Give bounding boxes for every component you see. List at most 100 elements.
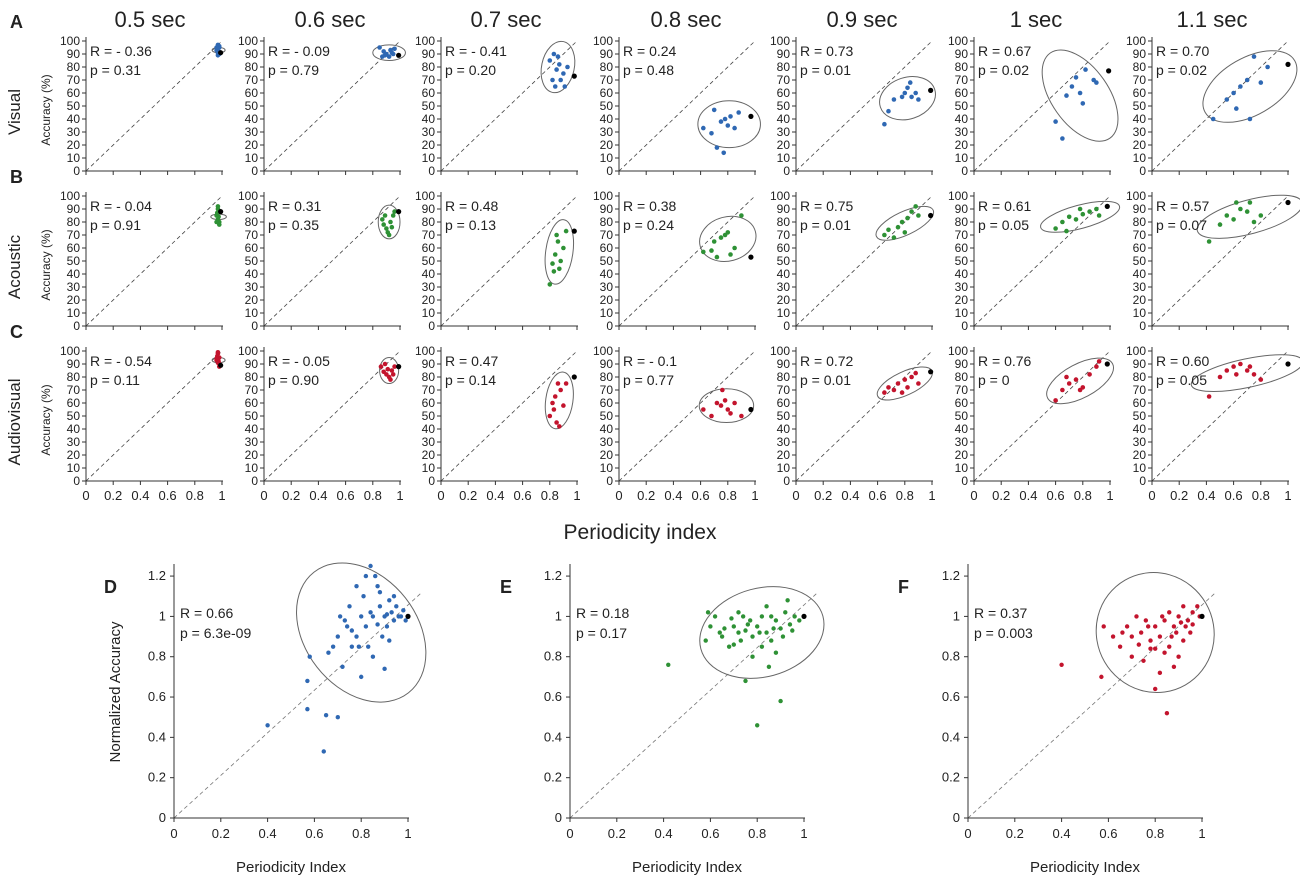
data-point [335, 634, 340, 639]
x-tick-label: 0.8 [719, 488, 737, 503]
y-tick-label: 30 [245, 125, 259, 139]
y-tick-label: 40 [422, 112, 436, 126]
data-point [1231, 90, 1236, 96]
data-point [354, 634, 359, 639]
y-tick-label: 40 [955, 112, 969, 126]
data-point [1247, 364, 1253, 369]
y-tick-label: 60 [1133, 241, 1147, 255]
y-tick-label: 0 [73, 319, 80, 333]
data-point [214, 45, 219, 50]
y-tick-label: 20 [777, 448, 791, 462]
y-tick-label: 0.2 [148, 770, 166, 785]
confidence-ellipse [697, 100, 761, 149]
confidence-ellipse [296, 562, 427, 703]
data-point [547, 282, 553, 287]
data-point [1234, 372, 1239, 377]
y-tick-label: 20 [245, 448, 259, 462]
y-tick-label: 40 [777, 112, 791, 126]
data-point [1148, 638, 1153, 643]
y-tick-label: 80 [600, 215, 614, 229]
data-point [891, 235, 897, 240]
data-point [385, 366, 391, 372]
data-point [305, 678, 310, 684]
y-tick-label: 50 [955, 409, 969, 423]
x-tick-label: 1 [396, 488, 403, 503]
data-point [391, 594, 397, 599]
data-point [563, 228, 569, 234]
data-point [722, 116, 728, 122]
y-tick-label: 40 [245, 422, 259, 436]
data-point [1117, 644, 1123, 649]
data-point [214, 356, 219, 362]
data-point [565, 64, 570, 70]
data-point [1069, 84, 1075, 89]
x-tick-label: 0.6 [1099, 826, 1117, 841]
data-point [380, 217, 385, 222]
data-point [326, 650, 331, 655]
y-tick-label: 90 [1133, 47, 1147, 61]
stat-p: p = 0.24 [623, 217, 674, 233]
data-point [1217, 374, 1223, 380]
data-point [347, 604, 352, 609]
y-tick-label: 80 [67, 60, 81, 74]
y-tick-label: 20 [955, 293, 969, 307]
data-point [557, 424, 562, 429]
data-point [387, 598, 392, 603]
data-point [1080, 101, 1086, 106]
x-tick-label: 0.2 [608, 826, 626, 841]
reference-line [618, 195, 756, 327]
data-point [1174, 630, 1179, 635]
y-tick-label: 10 [1133, 306, 1147, 320]
data-point [1162, 650, 1167, 655]
data-point [886, 385, 891, 390]
x-tick-label: 0.4 [841, 488, 859, 503]
data-point [366, 644, 371, 649]
x-tick-label: 0.4 [259, 826, 277, 841]
y-tick-label: 30 [67, 435, 81, 449]
data-point [905, 385, 910, 390]
data-point [1258, 80, 1264, 85]
x-tick-label: 0.6 [692, 488, 710, 503]
confidence-ellipse [1190, 354, 1300, 392]
y-tick-label: 50 [1133, 254, 1147, 268]
y-tick-label: 0.6 [544, 689, 562, 704]
data-point [558, 77, 563, 83]
y-tick-label: 0 [783, 319, 790, 333]
data-point [732, 125, 737, 131]
confidence-ellipse [544, 371, 574, 430]
data-point [1053, 119, 1058, 124]
stat-r: R = 0.48 [445, 198, 499, 214]
y-tick-label: 50 [67, 409, 81, 423]
y-tick-label: 70 [67, 73, 81, 87]
y-tick-label: 50 [777, 409, 791, 423]
data-point [1160, 614, 1165, 619]
data-point [1120, 630, 1125, 635]
y-tick-label: 60 [1133, 396, 1147, 410]
data-point [1169, 634, 1174, 639]
y-tick-label: 30 [777, 435, 791, 449]
x-tick-label: 0 [792, 488, 799, 503]
data-point [731, 624, 736, 629]
data-point [561, 245, 566, 251]
x-tick-label: 0.2 [282, 488, 300, 503]
data-point [380, 634, 385, 639]
stat-r: R = 0.73 [800, 43, 854, 59]
duration-title: 1.1 sec [1177, 7, 1248, 32]
y-tick-label: 100 [1126, 344, 1146, 358]
data-point [764, 630, 769, 635]
stat-p: p = 0.003 [974, 625, 1033, 641]
y-tick-label: 0 [953, 810, 960, 825]
stat-r: R = 0.61 [978, 198, 1032, 214]
reference-point [748, 254, 754, 260]
reference-point [1285, 199, 1291, 206]
data-point [778, 698, 783, 704]
data-point [265, 723, 270, 728]
stat-p: p = 0.20 [445, 62, 496, 78]
y-tick-label: 0 [555, 810, 562, 825]
x-tick-label: 0.2 [1170, 488, 1188, 503]
y-tick-label: 0 [428, 319, 435, 333]
stat-p: p = 0.02 [1156, 62, 1207, 78]
data-point [555, 239, 561, 244]
y-tick-label: 10 [600, 461, 614, 475]
